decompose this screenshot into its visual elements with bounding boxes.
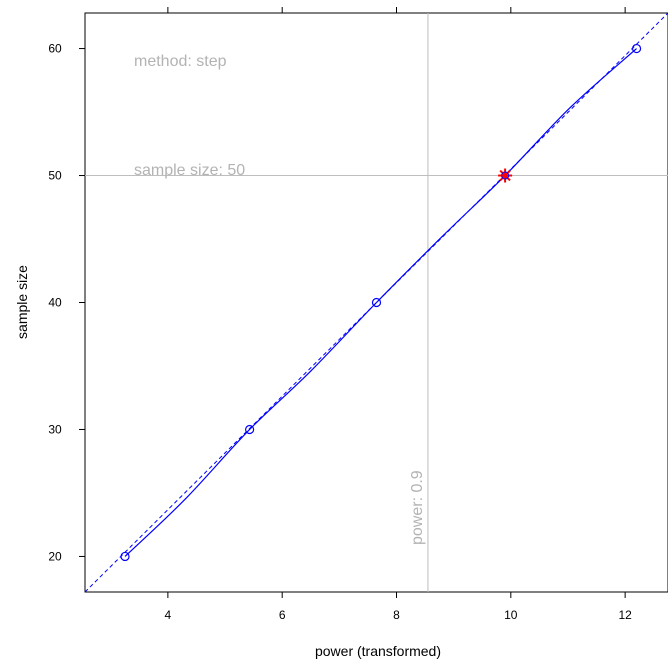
data-point-1: [245, 424, 255, 435]
x-tick-label-12: 12: [618, 608, 632, 622]
y-tick-label-20: 20: [48, 549, 62, 563]
power-annotation: power: 0.9: [409, 470, 426, 545]
sample-size-annotation: sample size: 50: [134, 162, 245, 179]
highlight-point-circle: [501, 171, 510, 180]
y-axis-label: sample size: [14, 265, 30, 339]
highlight-star-marker: [498, 168, 513, 183]
y-tick-label-40: 40: [48, 296, 62, 310]
y-tick-label-50: 50: [48, 169, 62, 183]
smooth-curve: [124, 48, 637, 557]
series-layer: [84, 12, 668, 593]
linear-fit-line: [84, 12, 668, 593]
y-tick-label-30: 30: [48, 422, 62, 436]
axes: 4 6 8 10 12 20 30 40 50 60: [48, 7, 632, 622]
star-ray-3: [499, 169, 511, 182]
y-tick-label-60: 60: [48, 42, 62, 56]
annotations: method: step sample size: 50 power: 0.9: [134, 53, 426, 545]
reference-lines: [85, 13, 668, 592]
x-axis-label: power (transformed): [315, 643, 441, 659]
x-tick-label-6: 6: [279, 608, 286, 622]
data-point-2: [371, 297, 382, 308]
x-tick-label-10: 10: [504, 608, 518, 622]
method-annotation: method: step: [134, 53, 227, 70]
x-tick-label-4: 4: [165, 608, 172, 622]
x-tick-label-8: 8: [393, 608, 400, 622]
